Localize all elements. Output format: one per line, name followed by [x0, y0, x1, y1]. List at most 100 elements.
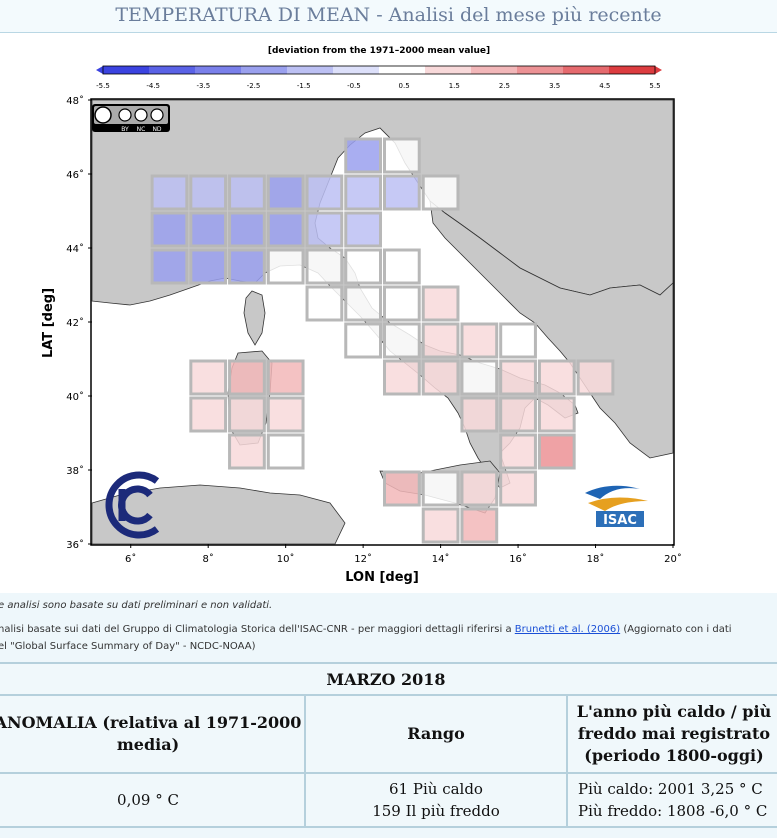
anomaly-cell	[228, 174, 266, 211]
isac-logo: ISAC	[585, 485, 648, 528]
colorbar-segment	[149, 66, 196, 74]
anomaly-cell	[189, 396, 228, 433]
colorbar-segment	[241, 66, 288, 74]
x-tick-label: 14˚	[432, 553, 450, 565]
anomaly-cell	[383, 174, 421, 211]
anomaly-cell	[150, 174, 189, 211]
map-panel: [deviation from the 1971–2000 mean value…	[0, 33, 777, 593]
colorbar-right-arrow	[655, 66, 662, 74]
anomaly-cell	[383, 137, 421, 174]
x-axis-label: LON [deg]	[345, 570, 419, 585]
nc-icon	[134, 108, 148, 122]
month-row: MARZO 2018	[0, 662, 777, 696]
x-tick-label: 20˚	[664, 553, 682, 565]
colorbar-segment	[471, 66, 518, 74]
colorbar-segment	[517, 66, 564, 74]
y-tick-label: 46˚	[66, 169, 84, 181]
y-tick-label: 44˚	[66, 243, 84, 255]
anomaly-cell	[499, 396, 537, 433]
colorbar-segment	[103, 66, 150, 74]
rank-header: Rango	[304, 694, 568, 774]
anomaly-cell	[189, 248, 228, 285]
x-tick-label: 10˚	[277, 553, 295, 565]
anomaly-grid-cells	[150, 137, 615, 544]
anomaly-cell	[228, 433, 266, 470]
by-icon	[118, 108, 132, 122]
anomaly-cell	[383, 285, 421, 322]
record-cold: Più freddo: 1808 -6,0 ° C	[578, 802, 768, 820]
colorbar-segment	[333, 66, 380, 74]
colorbar-tick-label: -4.5	[146, 82, 160, 90]
anomaly-cell	[305, 285, 344, 322]
anomaly-cell	[228, 396, 266, 433]
anomaly-cell	[189, 359, 228, 396]
anomaly-header: ANOMALIA (relativa al 1971-2000 media)	[0, 694, 306, 774]
record-value: Più caldo: 2001 3,25 ° C Più freddo: 180…	[566, 772, 777, 828]
y-tick-label: 42˚	[66, 317, 84, 329]
x-tick-label: 16˚	[509, 553, 527, 565]
anomaly-cell	[228, 248, 266, 285]
anomaly-cell	[460, 396, 499, 433]
header-row: ANOMALIA (relativa al 1971-2000 media) R…	[0, 694, 777, 774]
cc-icon	[94, 106, 112, 124]
colorbar-tick-label: 1.5	[449, 82, 460, 90]
anomaly-cell	[383, 322, 421, 359]
page-title: TEMPERATURA DI MEAN - Analisi del mese p…	[115, 4, 662, 26]
colorbar-left-arrow	[96, 66, 103, 74]
anomaly-cell	[576, 359, 615, 396]
anomaly-cell	[460, 359, 499, 396]
colorbar-segment	[563, 66, 610, 74]
anomaly-cell	[460, 322, 499, 359]
value-row: 0,09 ° C 61 Più caldo 159 Il più freddo …	[0, 772, 777, 828]
anomaly-cell	[305, 174, 344, 211]
record-header: L'anno più caldo / più freddo mai regist…	[566, 694, 777, 774]
anomaly-cell	[421, 507, 460, 544]
anomaly-cell	[537, 359, 576, 396]
cc-by-label: BY	[121, 126, 129, 133]
x-tick-label: 18˚	[587, 553, 605, 565]
anomaly-cell	[344, 322, 382, 359]
colorbar-tick-label: -3.5	[197, 82, 211, 90]
anomaly-cell	[344, 137, 382, 174]
temperature-anomaly-map: [deviation from the 1971–2000 mean value…	[41, 46, 682, 585]
anomaly-value: 0,09 ° C	[0, 772, 306, 828]
anomaly-cell	[421, 285, 460, 322]
colorbar-tick-label: 5.5	[649, 82, 660, 90]
cc-nd-label: ND	[152, 126, 161, 133]
creative-commons-badge: BY NC ND	[92, 104, 170, 133]
anomaly-cell	[383, 248, 421, 285]
colorbar-tick-label: -5.5	[96, 82, 110, 90]
nd-icon	[150, 108, 164, 122]
anomaly-cell	[499, 322, 537, 359]
colorbar-tick-label: -2.5	[247, 82, 261, 90]
y-axis-label: LAT [deg]	[41, 288, 56, 358]
anomaly-cell	[266, 174, 305, 211]
corsica-island	[243, 290, 266, 346]
cc-nc-label: NC	[137, 126, 146, 133]
anomaly-cell	[189, 174, 228, 211]
isac-wave-icon	[588, 497, 648, 511]
disclaimer-note: e analisi sono basate su dati preliminar…	[0, 600, 273, 611]
colorbar-segment	[425, 66, 472, 74]
brunetti-reference-link[interactable]: Brunetti et al. (2006)	[514, 624, 621, 635]
anomaly-cell	[499, 359, 537, 396]
colorbar: -5.5 -4.5 -3.5 -2.5 -1.5 -0.5 0.5 1.5 2.5 3.5 4.5 5…	[96, 65, 662, 90]
x-tick-label: 12˚	[354, 553, 372, 565]
anomaly-cell	[305, 248, 344, 285]
anomaly-cell	[421, 174, 460, 211]
y-tick-label: 40˚	[66, 391, 84, 403]
source-note-continued: el "Global Surface Summary of Day" - NCD…	[0, 641, 256, 652]
colorbar-title: [deviation from the 1971–2000 mean value…	[268, 46, 490, 56]
anomaly-cell	[383, 470, 421, 507]
colorbar-tick-label: -1.5	[297, 82, 311, 90]
anomaly-cell	[266, 211, 305, 248]
record-warm: Più caldo: 2001 3,25 ° C	[578, 780, 763, 798]
anomaly-cell	[266, 396, 305, 433]
x-tick-label: 8˚	[203, 553, 214, 565]
isac-wave-icon	[585, 485, 640, 499]
stats-table: MARZO 2018 ANOMALIA (relativa al 1971-20…	[0, 662, 777, 828]
anomaly-cell	[266, 433, 305, 470]
anomaly-cell	[266, 248, 305, 285]
x-tick-label: 6˚	[125, 553, 136, 565]
source-note: nalisi basate sui dati del Gruppo di Cli…	[0, 624, 732, 635]
